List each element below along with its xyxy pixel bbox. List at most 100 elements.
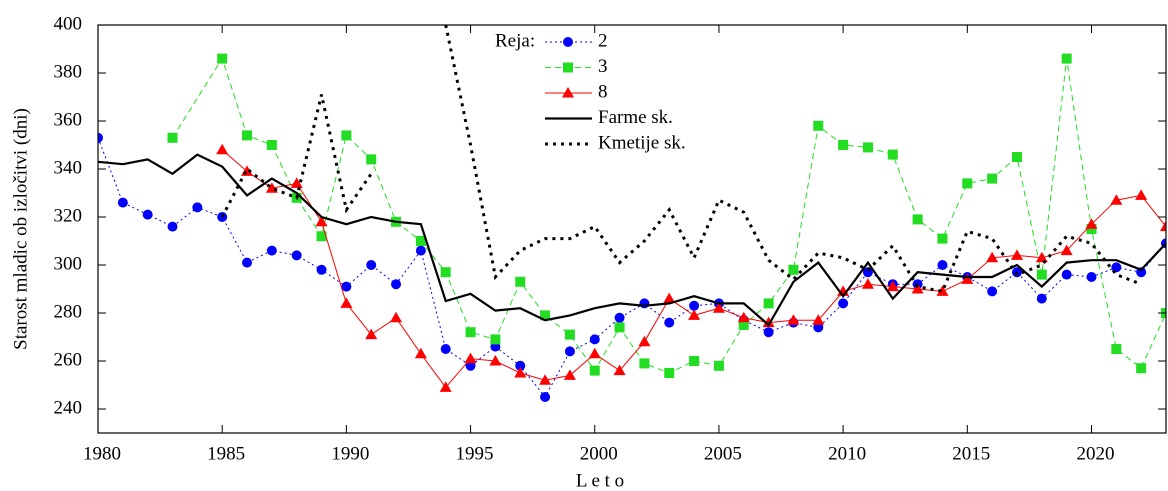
y-tick-label: 320 <box>54 205 83 226</box>
x-tick-label: 1990 <box>331 443 369 464</box>
legend-label: 2 <box>598 30 608 51</box>
marker <box>391 279 402 290</box>
marker <box>465 360 476 371</box>
y-tick-label: 400 <box>54 13 83 34</box>
marker <box>614 322 625 333</box>
marker <box>1061 269 1072 280</box>
marker <box>664 317 675 328</box>
marker <box>589 334 600 345</box>
marker <box>142 209 153 220</box>
marker <box>614 312 625 323</box>
y-tick-label: 240 <box>54 397 83 418</box>
series-line <box>220 25 1142 294</box>
marker <box>812 314 825 325</box>
x-tick-label: 1980 <box>83 443 121 464</box>
marker <box>216 143 229 155</box>
marker <box>439 381 452 392</box>
marker <box>986 251 999 263</box>
marker <box>1035 251 1048 263</box>
marker <box>961 273 974 284</box>
series-line <box>98 153 1166 327</box>
marker <box>539 374 552 385</box>
marker <box>514 367 527 378</box>
marker <box>937 260 948 270</box>
marker <box>515 360 526 371</box>
marker <box>936 285 949 296</box>
marker <box>266 140 277 150</box>
marker <box>838 140 849 150</box>
marker <box>862 142 873 153</box>
marker <box>787 314 800 325</box>
marker <box>1060 244 1073 256</box>
marker <box>564 329 575 340</box>
x-tick-label: 2000 <box>580 443 618 464</box>
marker <box>788 264 799 275</box>
marker <box>1010 249 1023 260</box>
marker <box>341 130 352 141</box>
marker <box>465 327 476 338</box>
marker <box>763 327 774 338</box>
marker <box>117 197 128 208</box>
marker <box>912 214 923 225</box>
marker <box>613 364 626 376</box>
marker <box>862 267 873 278</box>
marker <box>589 365 600 376</box>
x-tick-label: 2020 <box>1076 443 1114 464</box>
marker <box>911 283 924 294</box>
marker <box>315 215 328 227</box>
marker <box>663 292 676 304</box>
marker <box>316 264 327 275</box>
marker <box>316 231 327 242</box>
marker <box>712 302 725 313</box>
marker <box>217 53 228 64</box>
marker <box>414 347 427 359</box>
marker <box>1011 152 1022 162</box>
marker <box>689 356 700 366</box>
legend-label: 8 <box>598 81 608 102</box>
marker <box>688 309 701 320</box>
marker <box>1111 262 1122 273</box>
marker <box>987 286 998 297</box>
marker <box>167 221 178 232</box>
marker <box>763 298 774 309</box>
marker <box>563 369 576 380</box>
marker <box>340 297 353 308</box>
marker <box>887 149 898 160</box>
marker <box>464 352 477 364</box>
marker <box>1110 194 1123 205</box>
marker <box>440 344 451 354</box>
y-tick-label: 340 <box>54 157 83 178</box>
marker <box>639 358 650 369</box>
marker <box>242 130 253 141</box>
x-tick-label: 2005 <box>704 443 742 464</box>
series-line <box>98 137 1166 398</box>
marker <box>415 236 426 246</box>
marker <box>167 132 178 143</box>
marker <box>861 278 874 289</box>
series-line <box>221 149 1166 389</box>
marker <box>813 120 824 131</box>
x-tick-label: 1985 <box>207 443 245 464</box>
marker <box>588 347 601 359</box>
marker <box>440 267 451 278</box>
plot-area <box>98 25 1166 402</box>
marker <box>664 368 675 378</box>
marker <box>886 280 899 292</box>
plot-frame <box>97 24 1167 434</box>
marker <box>290 177 303 188</box>
marker <box>737 311 750 323</box>
marker <box>98 132 103 143</box>
x-tick-label: 1995 <box>456 443 494 464</box>
marker <box>1135 189 1148 200</box>
marker <box>1036 269 1047 280</box>
marker <box>1136 363 1147 374</box>
marker <box>762 316 775 328</box>
y-axis-label: Starost mladic ob izločitvi (dni) <box>10 108 31 350</box>
marker <box>366 260 377 270</box>
marker <box>738 320 749 330</box>
marker <box>564 346 575 357</box>
y-tick-label: 300 <box>54 253 83 274</box>
marker <box>1085 218 1098 229</box>
marker <box>366 154 377 165</box>
